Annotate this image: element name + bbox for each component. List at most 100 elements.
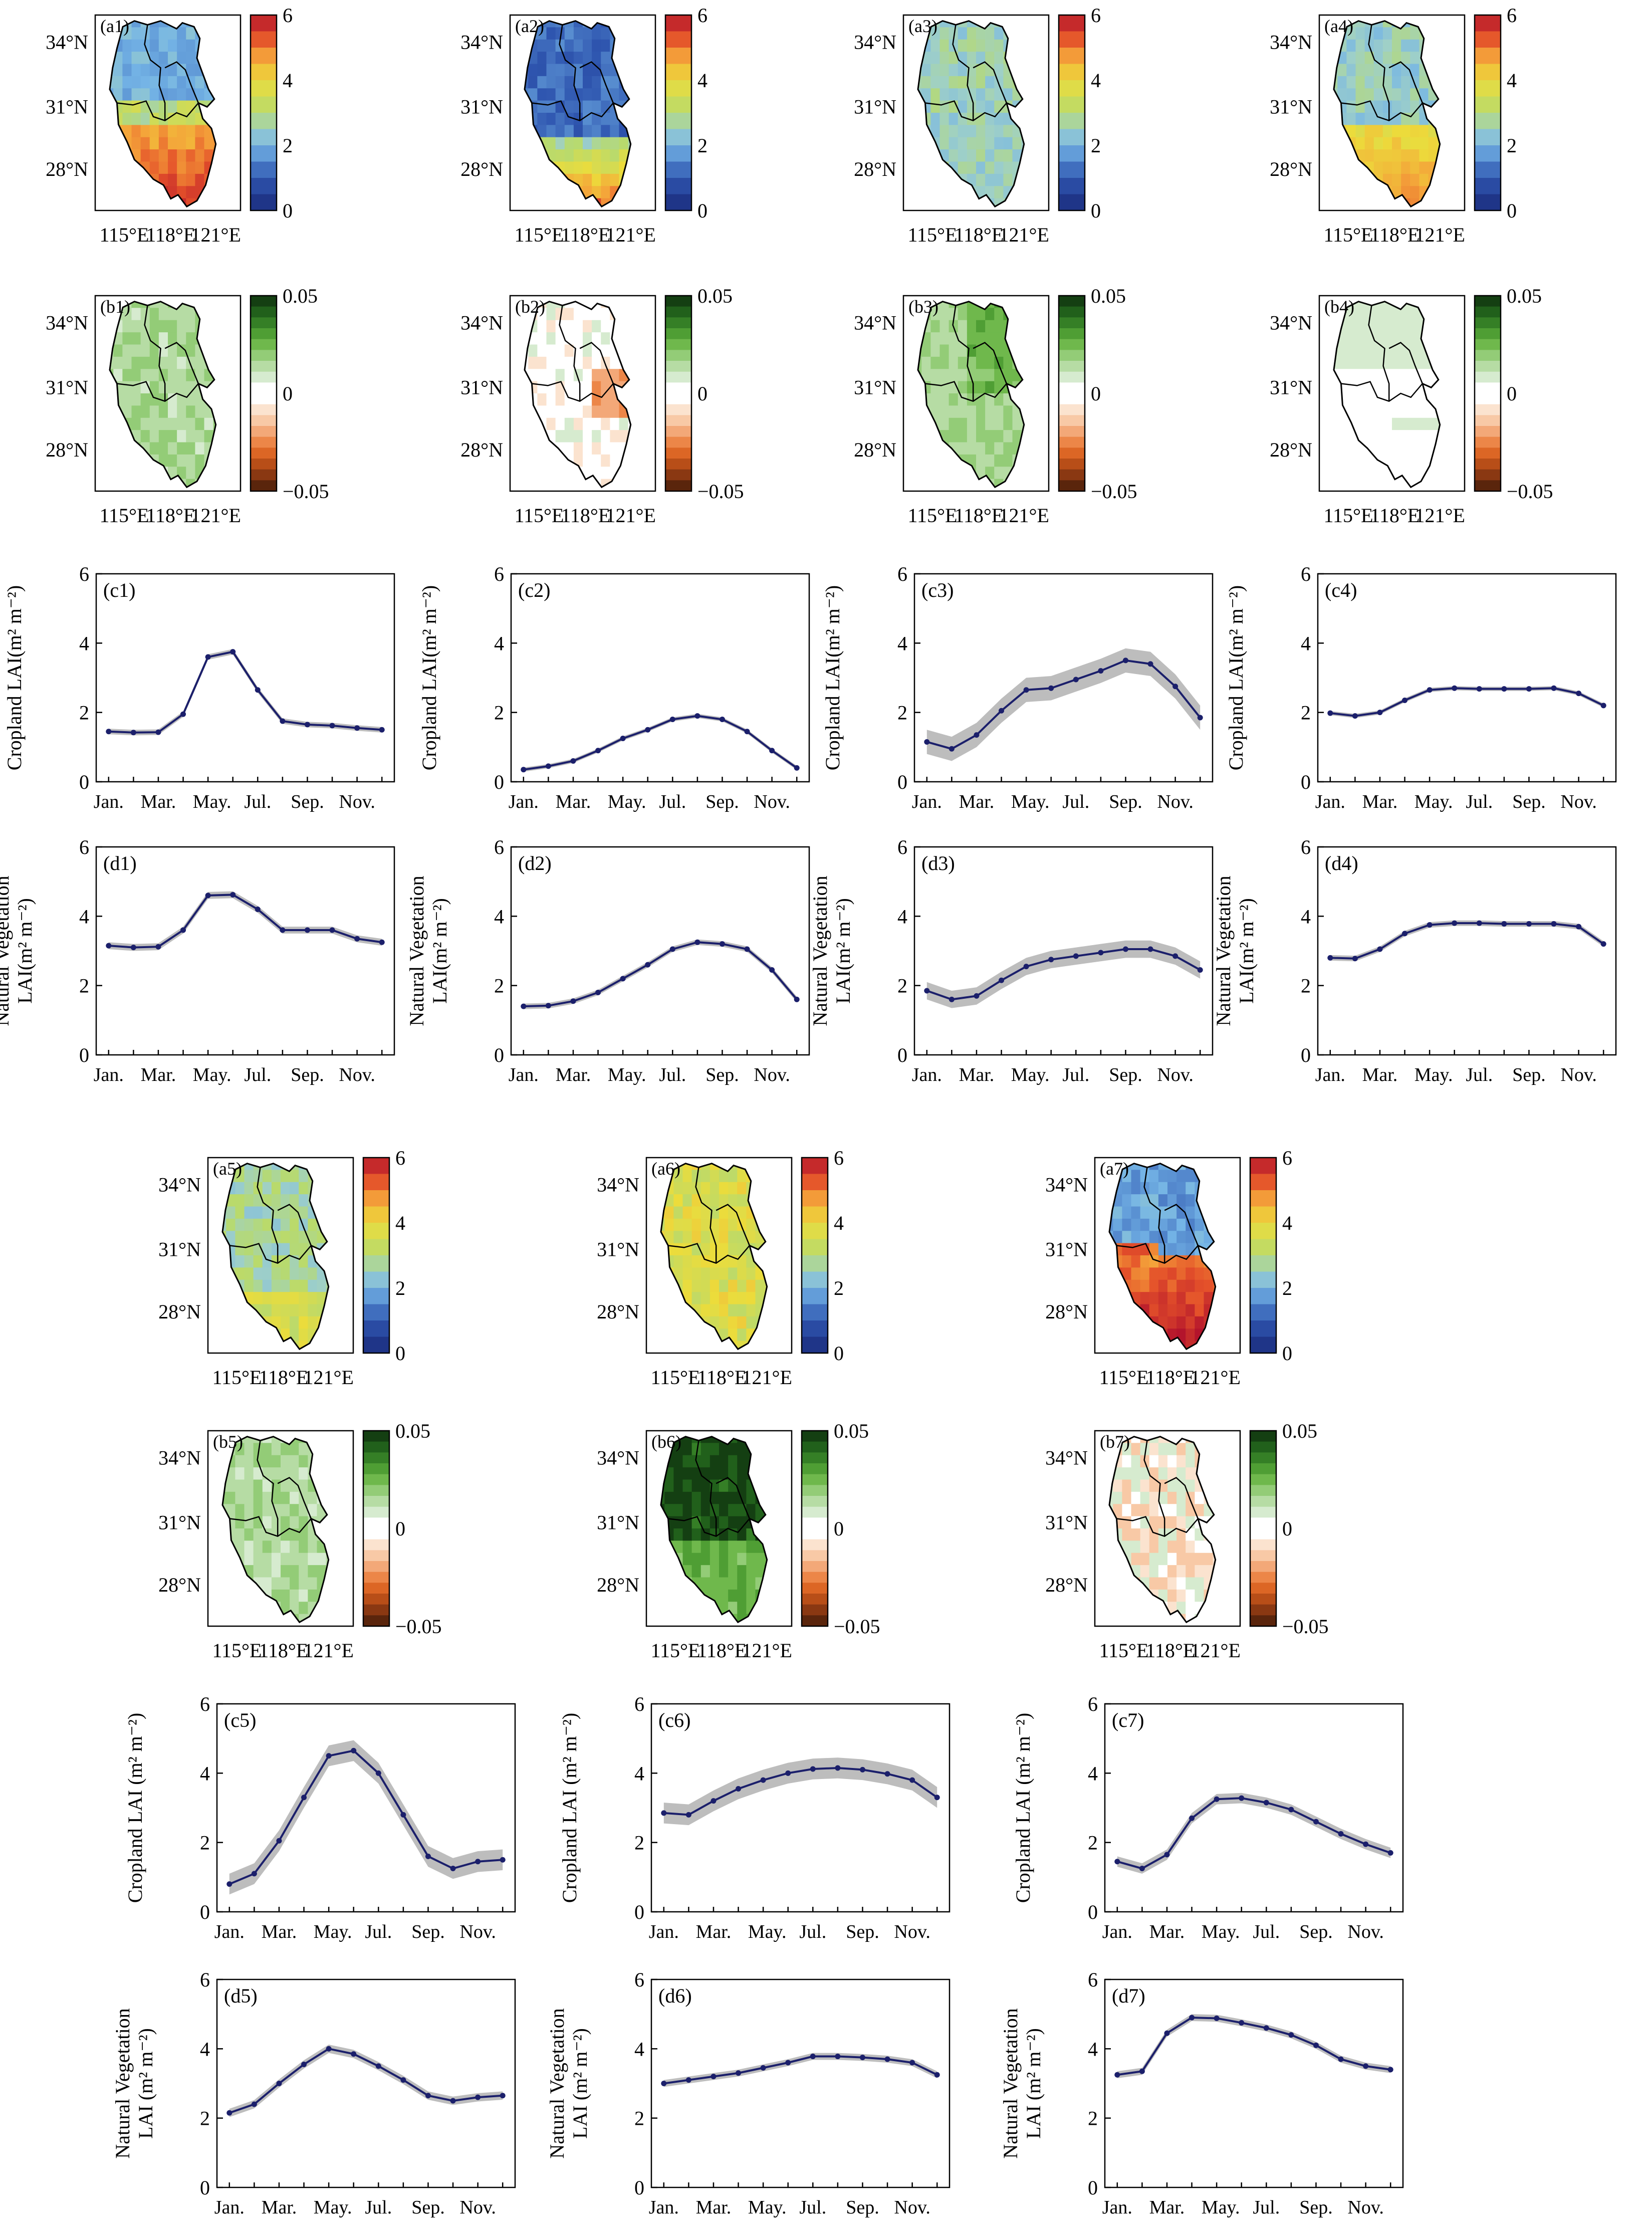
map-cell — [1410, 320, 1420, 333]
map-cell — [1346, 100, 1356, 113]
map-cell — [186, 64, 195, 77]
data-point — [379, 727, 385, 733]
map-cell — [226, 1218, 235, 1231]
map-cell — [1401, 308, 1410, 321]
map-cell — [967, 137, 977, 150]
map-cell — [700, 1455, 711, 1468]
map-cell — [728, 1182, 738, 1195]
y-tick-label: 6 — [200, 1968, 210, 1991]
colorbar-segment — [1475, 48, 1501, 65]
data-point — [251, 2101, 257, 2107]
map-cell — [281, 1589, 290, 1602]
map-cell — [299, 1218, 308, 1231]
map-cell — [1382, 100, 1392, 113]
map-cell — [262, 1231, 272, 1244]
lon-tick-label: 115°E — [100, 504, 149, 527]
map-cell — [949, 405, 959, 418]
colorbar-segment — [363, 1206, 389, 1223]
data-point — [205, 654, 211, 660]
map-cell — [1373, 393, 1383, 406]
map-cell — [186, 467, 195, 480]
map-cell — [1373, 320, 1383, 333]
map-cell — [244, 1491, 254, 1504]
map-cell — [149, 76, 159, 89]
map-cell — [746, 1316, 756, 1329]
region-boundary — [109, 301, 217, 489]
y-axis-label: Cropland LAI (m² m⁻²) — [124, 1713, 146, 1903]
map-cell — [1131, 1231, 1141, 1244]
map-cell — [728, 1316, 738, 1329]
y-axis-label: Natural Vegetation — [809, 875, 831, 1026]
colorbar-tick-label: 6 — [283, 4, 293, 27]
map-cell — [290, 1218, 299, 1231]
map-cell — [525, 356, 529, 369]
map-cell — [253, 1255, 263, 1268]
x-tick-label: Jul. — [1466, 791, 1493, 812]
x-tick-label: Nov. — [459, 1921, 496, 1942]
colorbar-segment — [251, 426, 277, 437]
map-cell — [281, 1231, 290, 1244]
x-tick-label: Jan. — [1315, 1064, 1345, 1085]
colorbar-segment — [1059, 178, 1085, 195]
map-cell — [281, 1443, 290, 1456]
map-cell — [737, 1267, 747, 1280]
map-cell — [555, 113, 565, 125]
map-cell — [131, 88, 141, 101]
data-point — [1387, 2067, 1393, 2073]
map-cell — [737, 1602, 747, 1615]
colorbar-frame — [250, 14, 278, 211]
map-cell — [299, 1540, 308, 1554]
map-cell — [235, 1479, 245, 1492]
map-cell — [168, 405, 177, 418]
map-cell — [1158, 1467, 1168, 1480]
province-boundary — [532, 381, 614, 402]
region-boundary — [1333, 20, 1441, 208]
map-cell — [719, 1243, 729, 1256]
map-cell — [186, 405, 195, 418]
plot-frame — [1104, 1703, 1404, 1913]
colorbar-segment — [665, 328, 691, 340]
data-point — [744, 729, 750, 735]
map-cell — [1392, 173, 1401, 186]
map-cell — [958, 76, 968, 89]
map-cell — [737, 1552, 747, 1566]
map-cell — [619, 430, 629, 443]
map-cell — [1355, 308, 1365, 321]
map-cell — [958, 113, 968, 125]
colorbar-tick-label: 6 — [834, 1147, 844, 1169]
map-cell — [976, 161, 986, 174]
map-cell — [601, 149, 610, 162]
map-cell — [949, 64, 959, 77]
province-boundary — [164, 61, 199, 103]
map-cell — [1410, 186, 1420, 199]
map-cell — [168, 161, 177, 174]
data-point — [835, 1765, 841, 1771]
colorbar-segment — [665, 296, 691, 307]
x-tick-label: Mar. — [1149, 2197, 1185, 2218]
map-cell — [262, 1218, 272, 1231]
map-cell — [1410, 149, 1420, 162]
data-point — [425, 1853, 431, 1859]
colorbar-segment — [1250, 1452, 1276, 1464]
map-cell — [1195, 1565, 1205, 1578]
map-cell — [122, 88, 132, 101]
colorbar-tick-label: −0.05 — [1507, 480, 1553, 503]
x-tick-label: May. — [193, 791, 231, 812]
map-cell — [1364, 125, 1374, 138]
map-cell — [262, 1182, 272, 1195]
panel-label: (c4) — [1325, 579, 1357, 601]
y-axis-label: Cropland LAI(m² m⁻²) — [3, 585, 26, 770]
map-cell — [1392, 64, 1401, 77]
panel-label: (d3) — [921, 852, 955, 874]
map-cell — [281, 1577, 290, 1590]
data-point — [1427, 922, 1433, 928]
map-cell — [1186, 1182, 1195, 1195]
lat-tick-label: 28°N — [1270, 438, 1312, 461]
map-cell — [583, 467, 592, 480]
series-line — [108, 894, 382, 949]
colorbar-segment — [1250, 1239, 1276, 1256]
map-cell — [719, 1467, 729, 1480]
map-cell — [122, 76, 132, 89]
